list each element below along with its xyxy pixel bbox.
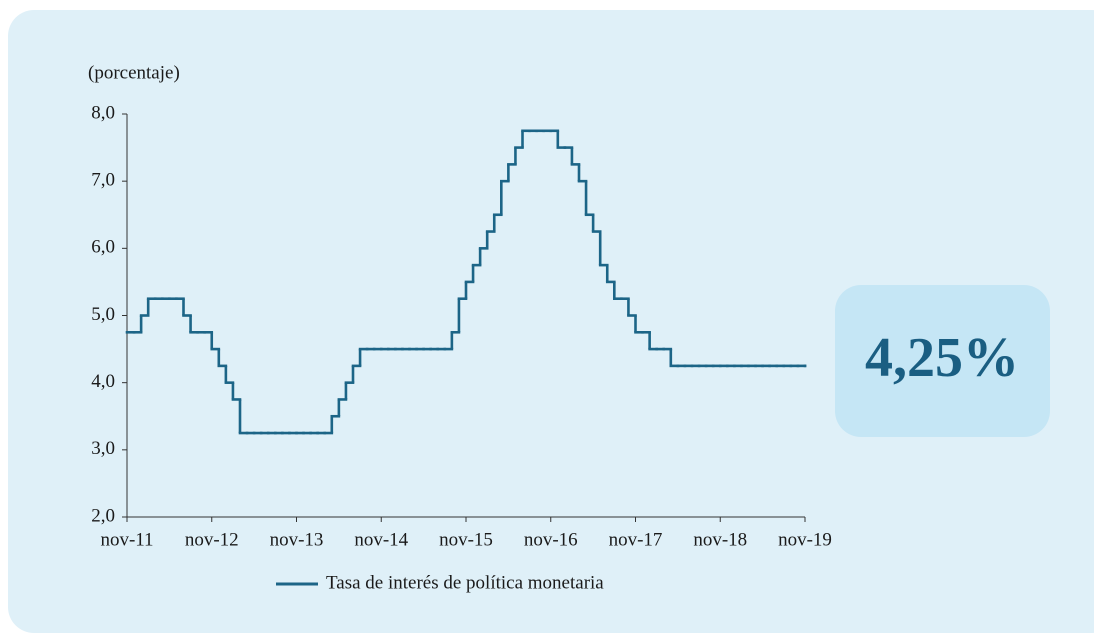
callout: 4,25% xyxy=(865,327,1019,389)
x-tick-label: nov-15 xyxy=(439,529,493,550)
x-tick-label: nov-11 xyxy=(100,529,153,550)
callout-box xyxy=(835,285,1050,437)
x-tick-label: nov-17 xyxy=(609,529,663,550)
x-tick-label: nov-13 xyxy=(270,529,324,550)
legend-label: Tasa de interés de política monetaria xyxy=(326,572,604,593)
x-tick-label: nov-16 xyxy=(524,529,578,550)
x-tick-label: nov-18 xyxy=(693,529,747,550)
x-tick-label: nov-14 xyxy=(354,529,408,550)
x-tick-label: nov-12 xyxy=(185,529,239,550)
y-tick-label: 8,0 xyxy=(91,102,115,123)
x-tick-label: nov-19 xyxy=(778,529,832,550)
y-tick-label: 6,0 xyxy=(91,237,115,258)
y-tick-label: 7,0 xyxy=(91,170,115,191)
y-tick-label: 2,0 xyxy=(91,505,115,526)
y-tick-label: 4,0 xyxy=(91,371,115,392)
y-tick-label: 3,0 xyxy=(91,438,115,459)
y-axis-label: (porcentaje) xyxy=(88,62,180,83)
panel xyxy=(8,10,1094,633)
y-tick-label: 5,0 xyxy=(91,304,115,325)
